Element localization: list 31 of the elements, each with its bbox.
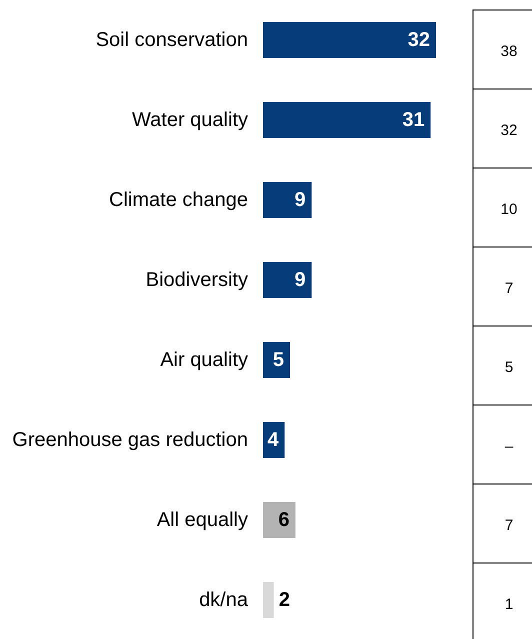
text: 38 [500, 43, 518, 60]
text: 7 [504, 517, 514, 534]
y-tick-label: Climate change [109, 189, 248, 211]
data-label: 4 [268, 429, 280, 451]
bar [263, 102, 431, 138]
y-tick-label: Greenhouse gas reduction [12, 429, 248, 451]
text: 7 [504, 280, 514, 297]
y-tick-label: dk/na [199, 589, 249, 611]
bar [263, 262, 312, 298]
bar [263, 342, 290, 378]
text: 10 [500, 201, 518, 218]
bar [263, 582, 274, 618]
data-label: 9 [294, 269, 306, 291]
y-tick-label: Air quality [160, 349, 248, 371]
y-tick-label: All equally [156, 509, 248, 531]
data-label: 2 [278, 589, 290, 611]
data-label: 6 [278, 509, 290, 531]
text: 1 [504, 596, 514, 613]
data-label: 9 [294, 189, 306, 211]
data-label: 31 [402, 109, 425, 131]
text: 5 [504, 359, 514, 376]
data-label: 5 [272, 349, 284, 371]
y-tick-label: Biodiversity [146, 269, 248, 291]
bar [263, 22, 436, 58]
y-tick-label: Soil conservation [96, 29, 248, 51]
y-tick-label: Water quality [132, 109, 248, 131]
data-label: 32 [408, 29, 430, 51]
bar [263, 502, 296, 538]
bar [263, 182, 312, 218]
text: 32 [500, 122, 518, 139]
text: – [504, 438, 514, 455]
